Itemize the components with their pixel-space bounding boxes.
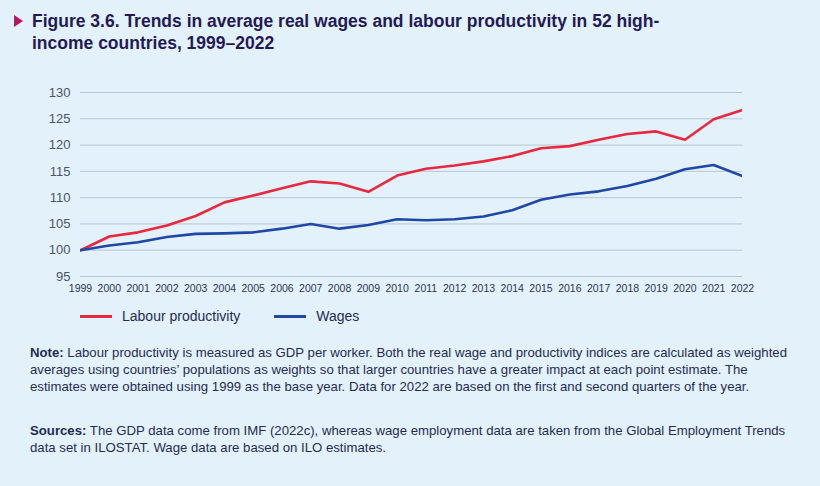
svg-text:120: 120	[49, 137, 71, 152]
html-text:Figure 3.6. Trends in average: Figure 3.6. Trends in average real wages…	[32, 11, 660, 53]
html-text:Sources: The GDP data come fro: Sources: The GDP data come from IMF (202…	[30, 423, 786, 455]
svg-text:105: 105	[49, 216, 71, 231]
svg-text:2015: 2015	[529, 282, 553, 294]
svg-text:2020: 2020	[673, 282, 697, 294]
html-text:Wages: Wages	[316, 308, 360, 324]
html-text:Note: Labour productivity is m: Note: Labour productivity is measured as…	[30, 345, 787, 394]
svg-text:115: 115	[50, 164, 71, 179]
svg-text:2005: 2005	[242, 282, 266, 294]
svg-text:2017: 2017	[587, 282, 611, 294]
svg-text:125: 125	[49, 111, 71, 126]
svg-text:2009: 2009	[357, 282, 381, 294]
svg-text:2002: 2002	[155, 282, 179, 294]
svg-text:2013: 2013	[472, 282, 496, 294]
svg-text:2000: 2000	[98, 282, 122, 294]
svg-text:2021: 2021	[702, 282, 726, 294]
html-text:Labour productivity: Labour productivity	[122, 308, 241, 324]
svg-text:2007: 2007	[299, 282, 323, 294]
svg-text:2018: 2018	[616, 282, 640, 294]
svg-text:2022: 2022	[731, 282, 755, 294]
svg-text:2011: 2011	[415, 282, 438, 294]
svg-text:130: 130	[49, 85, 71, 100]
svg-text:110: 110	[50, 190, 71, 205]
svg-text:2001: 2001	[126, 282, 150, 294]
svg-text:2016: 2016	[558, 282, 582, 294]
svg-text:1999: 1999	[69, 282, 93, 294]
svg-text:2010: 2010	[385, 282, 409, 294]
svg-text:2008: 2008	[328, 282, 352, 294]
svg-text:2006: 2006	[270, 282, 294, 294]
svg-text:2012: 2012	[443, 282, 467, 294]
svg-text:2003: 2003	[184, 282, 208, 294]
svg-text:2004: 2004	[213, 282, 237, 294]
svg-text:2019: 2019	[644, 282, 668, 294]
svg-text:2014: 2014	[501, 282, 525, 294]
svg-text:100: 100	[49, 242, 71, 257]
svg-text:95: 95	[56, 269, 70, 284]
